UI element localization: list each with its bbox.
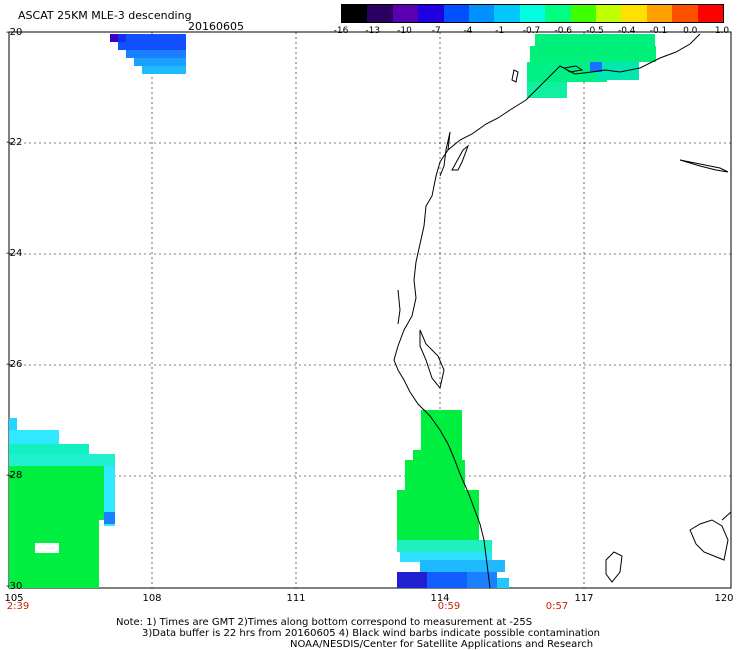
time-label: 0:59: [437, 601, 461, 612]
colorbar-label: -0.1: [649, 26, 668, 36]
map-title: ASCAT 25KM MLE-3 descending: [18, 9, 192, 22]
x-tick-label: 108: [142, 593, 162, 604]
footnote-credit: NOAA/NESDIS/Center for Satellite Applica…: [290, 639, 594, 650]
colorbar-swatch: [392, 5, 419, 22]
colorbar-swatch: [494, 5, 520, 22]
y-tick-label: -30: [6, 581, 23, 592]
x-tick-label: 105: [4, 593, 24, 604]
colorbar-swatch: [519, 5, 546, 22]
colorbar-swatch: [570, 5, 597, 22]
colorbar-swatch: [418, 5, 444, 22]
y-tick-label: -22: [6, 137, 23, 148]
colorbar-swatch: [672, 5, 698, 22]
swath-top-right: [527, 34, 656, 98]
coastline: [393, 33, 732, 589]
colorbar-label: 0.0: [683, 26, 698, 36]
x-tick-label: 120: [714, 593, 734, 604]
colorbar-swatch: [443, 5, 470, 22]
colorbar-label: -7: [431, 26, 441, 36]
colorbar-label: -0.7: [522, 26, 541, 36]
y-ticks: [9, 142, 13, 477]
colorbar-swatch: [697, 5, 724, 22]
colorbar-swatch: [469, 5, 495, 22]
colorbar-label: -1: [495, 26, 505, 36]
x-tick-label: 111: [286, 593, 306, 604]
colorbar-label: 1.0: [714, 26, 730, 36]
plot-frame: [8, 31, 732, 589]
colorbar-swatch: [545, 5, 571, 22]
swath-top-left: [110, 34, 186, 74]
footnote-line-1: Note: 1) Times are GMT 2)Times along bot…: [116, 617, 533, 628]
x-tick-label: 114: [430, 593, 450, 604]
colorbar-label: -0.4: [617, 26, 636, 36]
x-tick-label: 117: [574, 593, 594, 604]
y-tick-label: -28: [6, 470, 23, 481]
colorbar-label: -16: [333, 26, 349, 36]
colorbar-label: -10: [397, 26, 412, 36]
footnote-line-2: 3)Data buffer is 22 hrs from 20160605 4)…: [142, 628, 600, 639]
y-tick-label: -26: [6, 359, 23, 370]
colorbar: [341, 4, 724, 23]
swath-bottom-center: [397, 410, 509, 588]
swath-bottom-left: [9, 418, 115, 588]
colorbar-label: -0.6: [554, 26, 573, 36]
y-tick-label: -20: [6, 27, 23, 38]
colorbar-swatch: [596, 5, 622, 22]
colorbar-swatch: [646, 5, 673, 22]
y-tick-label: -24: [6, 248, 23, 259]
colorbar-swatch: [621, 5, 647, 22]
colorbar-swatch: [342, 5, 368, 22]
colorbar-label: -0.5: [586, 26, 604, 36]
colorbar-label: -4: [463, 26, 473, 36]
colorbar-swatch: [367, 5, 393, 22]
colorbar-label: -13: [365, 26, 381, 36]
time-label: 0:57: [545, 601, 569, 612]
gridlines: [9, 32, 731, 588]
time-label: 2:39: [6, 601, 30, 612]
map-date: 20160605: [188, 20, 244, 33]
